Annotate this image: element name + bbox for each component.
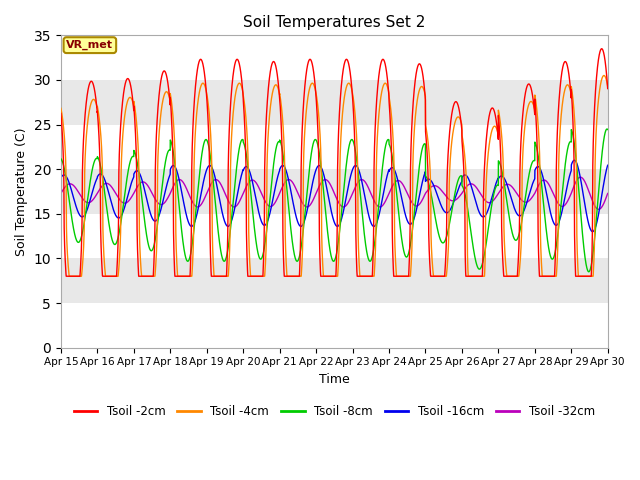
Bar — [61, 36, 608, 80]
Bar — [61, 169, 608, 214]
Title: Soil Temperatures Set 2: Soil Temperatures Set 2 — [243, 15, 426, 30]
Bar — [61, 124, 608, 169]
Bar — [61, 258, 608, 303]
Text: VR_met: VR_met — [67, 40, 113, 50]
Bar — [61, 80, 608, 124]
Y-axis label: Soil Temperature (C): Soil Temperature (C) — [15, 127, 28, 256]
Bar — [61, 214, 608, 258]
X-axis label: Time: Time — [319, 373, 349, 386]
Legend: Tsoil -2cm, Tsoil -4cm, Tsoil -8cm, Tsoil -16cm, Tsoil -32cm: Tsoil -2cm, Tsoil -4cm, Tsoil -8cm, Tsoi… — [69, 400, 600, 423]
Bar — [61, 303, 608, 348]
